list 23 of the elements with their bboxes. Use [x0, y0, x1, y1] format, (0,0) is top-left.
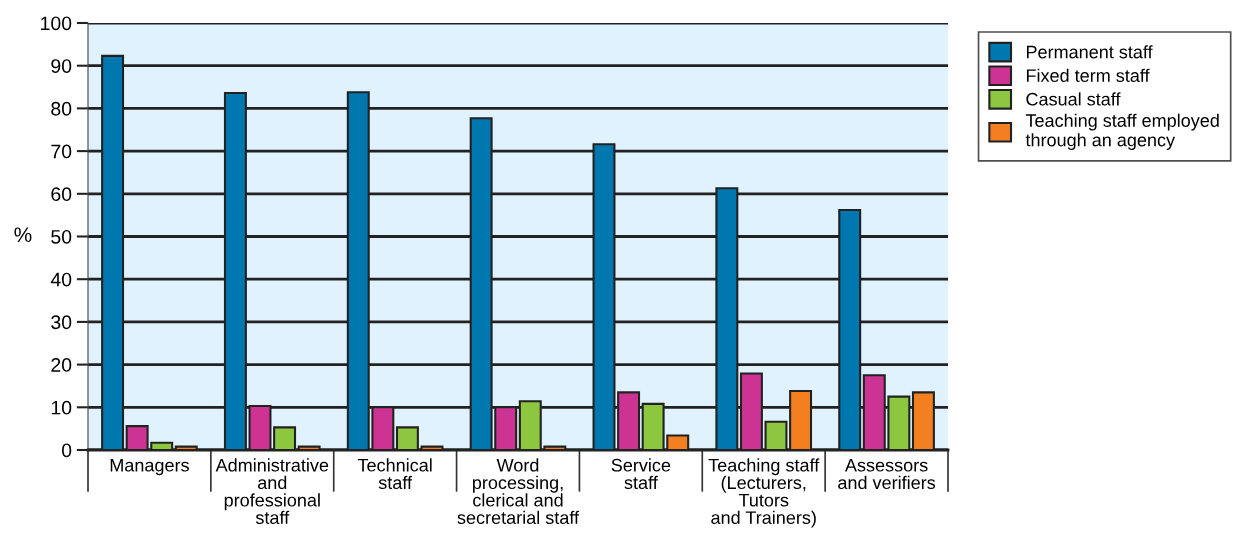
y-tick-label: 40: [50, 272, 72, 287]
x-tick-label: Technical staff: [357, 458, 432, 490]
x-tick-label: Service staff: [611, 458, 671, 490]
y-tick-label: 10: [51, 400, 72, 415]
y-tick-label: 30: [51, 315, 72, 330]
y-tick-label: 70: [51, 144, 72, 159]
x-tick-label: Assessors and verifiers: [838, 459, 936, 490]
y-tick-label: 50: [51, 229, 72, 244]
y-tick-label: 0: [61, 443, 72, 458]
x-tick-label: Administrative and professional staff: [215, 458, 329, 525]
y-axis-title: %: [14, 227, 32, 243]
legend-label: Teaching staff employed through an agency: [1025, 113, 1219, 150]
y-tick-label: 100: [41, 16, 72, 31]
x-tick-label: Teaching staff (Lecturers, Tutors and Trainers): [708, 458, 820, 528]
y-tick-label: 90: [51, 59, 72, 73]
y-tick-label: 80: [51, 101, 72, 116]
legend-label: Casual staff: [1026, 92, 1121, 106]
legend-label: Fixed term staff: [1026, 68, 1150, 82]
x-tick-label: Word processing, clerical and secretarial staff: [457, 458, 580, 525]
y-tick-label: 60: [51, 187, 72, 202]
y-tick-label: 20: [51, 358, 72, 372]
legend-label: Permanent staff: [1026, 45, 1153, 59]
x-tick-label: Managers: [110, 459, 189, 476]
